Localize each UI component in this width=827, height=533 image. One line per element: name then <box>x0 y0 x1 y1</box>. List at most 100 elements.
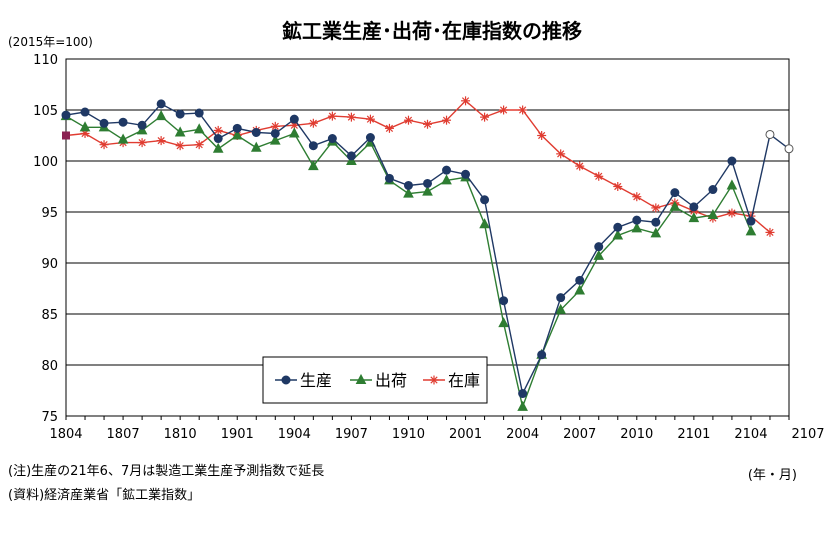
x-tick-label: 1910 <box>392 427 425 442</box>
data-point <box>327 111 337 121</box>
data-point <box>651 203 661 213</box>
data-point <box>613 182 623 191</box>
series-line <box>65 99 771 233</box>
data-point <box>575 161 585 171</box>
marker-shape <box>688 212 700 223</box>
series-group <box>60 96 794 411</box>
marker-shape <box>423 178 432 188</box>
marker-shape <box>250 141 262 152</box>
data-point <box>156 136 166 146</box>
data-point <box>726 179 738 190</box>
data-point <box>631 222 643 233</box>
data-point <box>518 389 528 399</box>
data-point <box>155 110 167 121</box>
marker-shape <box>403 187 414 198</box>
data-point <box>461 169 471 179</box>
marker-shape <box>480 195 490 205</box>
marker-shape <box>726 179 738 190</box>
legend-swatch-marker <box>281 375 291 385</box>
data-point <box>288 127 300 138</box>
marker-shape <box>346 151 356 161</box>
data-point <box>61 110 71 120</box>
data-point <box>442 165 452 175</box>
marker-shape <box>593 249 605 260</box>
marker-shape <box>269 134 281 145</box>
marker-shape <box>213 134 223 144</box>
note-line: (注)生産の21年6、7月は製造工業生産予測指数で延長 <box>8 464 325 479</box>
marker-shape <box>537 350 547 360</box>
legend-box <box>262 356 488 404</box>
data-point <box>327 134 337 144</box>
marker-shape <box>479 218 490 229</box>
marker-shape <box>613 222 623 232</box>
y-tick-label: 90 <box>41 257 58 272</box>
data-point <box>556 149 566 159</box>
data-point <box>403 187 414 198</box>
data-point <box>518 105 528 115</box>
data-point <box>269 134 281 145</box>
data-point <box>250 141 262 152</box>
x-tick-label: 2007 <box>563 427 596 442</box>
data-point <box>765 227 775 237</box>
marker-shape <box>442 165 452 175</box>
data-point <box>62 131 70 140</box>
x-tick-label: 1807 <box>107 427 140 442</box>
data-point <box>745 225 757 236</box>
marker-shape <box>422 185 433 196</box>
data-point <box>480 195 490 205</box>
data-point <box>708 185 718 195</box>
data-point <box>423 119 432 129</box>
data-point <box>403 180 413 190</box>
marker-shape <box>118 117 128 127</box>
legend-swatch-marker <box>355 373 367 384</box>
data-point <box>632 192 642 202</box>
data-point <box>537 131 547 140</box>
marker-shape <box>745 225 757 236</box>
data-point <box>575 275 585 285</box>
data-point <box>423 178 432 188</box>
data-point <box>308 160 319 171</box>
y-tick-label: 105 <box>33 104 58 119</box>
data-point <box>213 134 223 144</box>
data-point <box>346 112 356 122</box>
marker-shape <box>707 208 719 220</box>
marker-shape <box>79 121 91 132</box>
marker-shape <box>281 375 291 385</box>
x-axis: 1804 1807 1810 1901 1904 1907 1910 2001 2004 2007… <box>49 416 825 442</box>
legend-item: 生産 <box>275 371 332 390</box>
data-point <box>441 174 452 185</box>
marker-shape <box>632 215 642 225</box>
data-point <box>232 123 242 133</box>
marker-shape <box>251 127 261 137</box>
marker-shape <box>708 185 718 195</box>
x-tick-label: 2010 <box>620 427 653 442</box>
data-point <box>727 156 737 166</box>
x-tick-label: 2001 <box>449 427 482 442</box>
x-tick-label: 1907 <box>335 427 368 442</box>
data-point <box>251 127 261 137</box>
marker-shape <box>403 180 413 190</box>
series-line <box>65 103 752 396</box>
data-point <box>365 133 375 143</box>
x-axis-unit: (年・月) <box>747 468 797 483</box>
data-point <box>593 249 605 260</box>
marker-shape <box>288 127 300 138</box>
marker-shape <box>117 133 129 144</box>
data-point <box>650 227 662 238</box>
marker-shape <box>727 156 737 166</box>
x-tick-label: 1901 <box>221 427 254 442</box>
marker-shape <box>631 222 643 233</box>
data-point <box>461 96 471 106</box>
data-point <box>422 185 433 196</box>
data-point <box>688 212 700 223</box>
marker-shape <box>174 126 186 137</box>
marker-shape <box>156 99 166 109</box>
data-point <box>669 200 681 211</box>
marker-shape <box>746 216 756 226</box>
marker-shape <box>194 108 204 118</box>
marker-shape <box>231 129 243 140</box>
data-point <box>442 115 452 125</box>
marker-shape <box>670 188 680 198</box>
marker-shape <box>232 123 242 133</box>
data-point <box>384 123 394 133</box>
